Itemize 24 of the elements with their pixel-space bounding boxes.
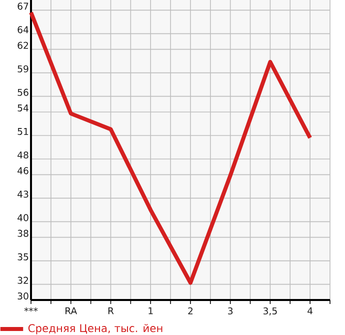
y-tick-label: 30 <box>18 292 28 300</box>
y-tick-label: 43 <box>18 190 28 198</box>
y-tick-label: 48 <box>18 151 28 159</box>
x-tick-label: 2 <box>188 307 192 314</box>
y-tick-label: 38 <box>18 230 28 237</box>
y-tick-label: 51 <box>18 128 28 135</box>
x-tick-label: R <box>108 307 114 314</box>
x-tick-label: 1 <box>148 307 153 314</box>
x-tick-label: RA <box>66 307 78 314</box>
y-tick-label: 62 <box>18 42 28 49</box>
y-tick-label: 56 <box>18 88 28 96</box>
y-tick-label: 59 <box>18 65 28 72</box>
y-tick-label: 54 <box>18 104 28 112</box>
x-tick-label: 3,5 <box>263 307 277 316</box>
y-tick-label: 40 <box>18 214 28 222</box>
y-tick-label: 32 <box>18 276 28 284</box>
y-tick-label: 35 <box>18 253 28 260</box>
legend-label: Средняя Цена, тыс. йен <box>28 324 162 334</box>
x-tick-label: 4 <box>308 307 313 314</box>
x-tick-label: 3 <box>228 307 233 314</box>
y-tick-label: 46 <box>18 167 28 174</box>
x-tick-label: *** <box>24 307 38 312</box>
y-tick-label: 64 <box>18 26 28 34</box>
y-tick-label: 67 <box>18 2 28 10</box>
